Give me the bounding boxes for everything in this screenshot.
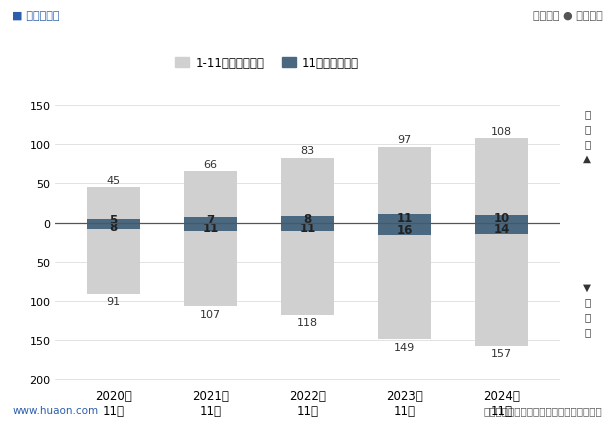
Bar [378,147,431,340]
Text: 5: 5 [109,214,117,227]
Bar [281,217,334,232]
Text: 11: 11 [300,222,315,235]
Text: 83: 83 [301,146,314,156]
Text: 专业严谨 ● 客观科学: 专业严谨 ● 客观科学 [533,11,603,21]
Text: 91: 91 [106,296,121,307]
Text: 7: 7 [207,213,215,226]
Text: www.huaon.com: www.huaon.com [12,405,98,415]
Text: 出
口
额
▲: 出 口 额 ▲ [583,109,592,164]
Text: 157: 157 [491,348,512,358]
Text: 10: 10 [493,212,510,225]
Bar [184,172,237,307]
Text: 107: 107 [200,309,221,319]
Text: 97: 97 [397,135,411,145]
Text: 11: 11 [396,212,413,225]
Text: 11: 11 [202,222,219,235]
Text: 108: 108 [491,127,512,136]
Text: 16: 16 [396,224,413,236]
Bar [87,219,140,229]
Text: 2020-2024年内蒙古自治区商品收发货人所在地11月进、出口额: 2020-2024年内蒙古自治区商品收发货人所在地11月进、出口额 [129,49,486,68]
Text: 66: 66 [204,159,218,169]
Text: 118: 118 [297,318,318,328]
Bar [378,215,431,236]
Text: 149: 149 [394,342,415,352]
Text: ▼
进
口
额: ▼ 进 口 额 [583,282,592,336]
Bar [184,218,237,232]
Text: 数据来源：中国海关，华经产业研究院整理: 数据来源：中国海关，华经产业研究院整理 [484,405,603,415]
Legend: 1-11月（亿美元）, 11月（亿美元）: 1-11月（亿美元）, 11月（亿美元） [170,52,363,75]
Bar [475,215,528,234]
Text: 8: 8 [303,213,312,226]
Text: ■ 华经情报网: ■ 华经情报网 [12,11,60,21]
Text: 8: 8 [109,221,117,233]
Text: 45: 45 [106,176,121,186]
Bar [281,158,334,315]
Bar [475,138,528,346]
Bar [87,188,140,294]
Text: 14: 14 [493,223,510,236]
